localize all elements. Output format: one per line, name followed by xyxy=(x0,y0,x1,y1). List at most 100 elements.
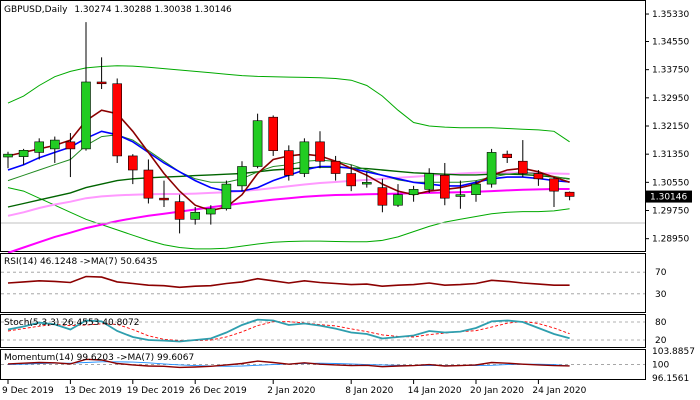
price-tick-label: 1.35330 xyxy=(652,10,689,20)
ohlc-values: 1.30274 1.30288 1.30038 1.30146 xyxy=(74,5,232,15)
candle[interactable] xyxy=(34,138,45,160)
candle[interactable] xyxy=(283,145,294,181)
candle-body-bull xyxy=(393,194,403,206)
candle[interactable] xyxy=(549,177,559,207)
price-tick-label: 1.28950 xyxy=(652,235,689,245)
time-tick-label: 20 Jan 2020 xyxy=(470,386,524,396)
symbol-timeframe: GBPUSD,Daily xyxy=(4,5,68,15)
candle-body-bear xyxy=(174,201,185,220)
candle[interactable] xyxy=(159,180,169,207)
candle-body-bear xyxy=(128,155,138,171)
candle-body-bear xyxy=(268,116,279,151)
price-tick-label: 1.30550 xyxy=(652,178,689,188)
price-tick-label: 1.33750 xyxy=(652,66,689,76)
candle[interactable] xyxy=(143,159,154,204)
candle[interactable] xyxy=(533,170,544,186)
candle[interactable] xyxy=(18,148,29,165)
candle-body-bull xyxy=(237,166,247,187)
time-axis[interactable]: 9 Dec 2019 13 Dec 2019 19 Dec 2019 26 Dec 2… xyxy=(2,380,587,396)
price-tick-label: 1.32150 xyxy=(652,122,689,132)
candle-body-bull xyxy=(424,173,435,190)
candle[interactable] xyxy=(299,138,310,178)
time-tick-label: 2 Jan 2020 xyxy=(267,386,315,396)
price-axis[interactable]: 1.35330 1.34550 1.33750 1.32950 1.32150 1.313… xyxy=(645,10,692,245)
candle[interactable] xyxy=(81,22,91,151)
stoch-label: Stoch(5,3,3) 26.4553 40.8072 xyxy=(4,318,139,328)
time-tick-label: 24 Jan 2020 xyxy=(532,386,586,396)
candle[interactable] xyxy=(221,180,232,211)
candle[interactable] xyxy=(471,180,481,202)
candle[interactable] xyxy=(268,115,279,156)
candle-body-bull xyxy=(81,81,91,150)
rsi-line xyxy=(7,275,570,289)
candle-body-bull xyxy=(34,141,45,153)
candle[interactable] xyxy=(361,171,372,188)
momentum-level-label: 100 xyxy=(652,361,669,371)
candle[interactable] xyxy=(237,161,247,192)
candle[interactable] xyxy=(564,191,575,201)
candle-body-bear xyxy=(159,197,169,201)
candle[interactable] xyxy=(96,57,107,90)
candle[interactable] xyxy=(49,136,60,163)
time-tick-label: 13 Dec 2019 xyxy=(64,386,122,396)
candle[interactable] xyxy=(377,178,388,213)
stochastic-pane[interactable]: 80 20 Stoch(5,3,3) 26.4553 40.8072 xyxy=(0,314,667,348)
main-price-pane[interactable]: GBPUSD,Daily 1.30274 1.30288 1.30038 1.3… xyxy=(0,0,646,254)
time-tick-label: 14 Jan 2020 xyxy=(408,386,462,396)
candle-body-bear xyxy=(112,83,122,157)
stoch-pane-frame xyxy=(0,314,646,348)
candle[interactable] xyxy=(502,150,513,163)
candle[interactable] xyxy=(346,164,357,192)
stoch-main-line xyxy=(7,318,570,343)
time-tick-label: 19 Dec 2019 xyxy=(127,386,185,396)
candle[interactable] xyxy=(65,133,76,178)
candle-body-bear xyxy=(377,187,388,206)
candle[interactable] xyxy=(3,151,13,169)
candle-body-bull xyxy=(206,208,216,215)
current-price-label: 1.30146 xyxy=(650,193,687,203)
candle[interactable] xyxy=(439,162,450,206)
candle-body-bear xyxy=(549,178,559,192)
candle[interactable] xyxy=(455,180,466,209)
candle[interactable] xyxy=(393,184,403,207)
candle-body-bear xyxy=(315,141,325,162)
candle-body-bull xyxy=(408,189,419,195)
candle[interactable] xyxy=(315,131,325,169)
momentum-level-label: 96.1561 xyxy=(652,374,689,384)
candle-body-bull xyxy=(18,149,29,157)
candle[interactable] xyxy=(174,194,185,234)
candle[interactable] xyxy=(128,154,138,185)
rsi-label: RSI(14) 46.1248 ->MA(7) 50.6435 xyxy=(4,257,158,267)
current-price-box xyxy=(646,190,692,203)
price-tick-label: 1.29750 xyxy=(652,207,689,217)
momentum-label: Momentum(14) 99.6203 ->MA(7) 99.6067 xyxy=(4,353,194,363)
candle[interactable] xyxy=(486,148,497,188)
candle-body-bull xyxy=(361,182,372,185)
candle[interactable] xyxy=(252,113,263,169)
candle[interactable] xyxy=(424,168,435,193)
ma-pink-line xyxy=(7,171,570,217)
rsi-pane[interactable]: 70 30 RSI(14) 46.1248 ->MA(7) 50.6435 xyxy=(0,253,667,313)
candle[interactable] xyxy=(330,155,341,181)
price-tick-label: 1.31350 xyxy=(652,150,689,160)
stoch-level-label: 20 xyxy=(655,336,667,346)
candle-body-bear xyxy=(502,153,513,158)
rsi-level-label: 30 xyxy=(655,290,667,300)
stoch-signal-line xyxy=(7,320,570,342)
candle[interactable] xyxy=(408,185,419,202)
candle[interactable] xyxy=(206,205,216,225)
price-tick-label: 1.32950 xyxy=(652,94,689,104)
candle[interactable] xyxy=(517,140,528,178)
momentum-pane[interactable]: 103.8857 100 96.1561 Momentum(14) 99.6203 … xyxy=(0,347,695,384)
main-pane-frame xyxy=(0,0,646,252)
candle-body-bull xyxy=(221,183,232,210)
chart-title: GBPUSD,Daily 1.30274 1.30288 1.30038 1.3… xyxy=(4,5,232,15)
candle[interactable] xyxy=(190,206,200,225)
candle[interactable] xyxy=(112,78,122,163)
candle-body-bear xyxy=(346,173,357,187)
time-tick-label: 8 Jan 2020 xyxy=(345,386,393,396)
candle-body-bull xyxy=(49,139,60,150)
candle-body-bull xyxy=(455,194,466,197)
candle-body-bear xyxy=(564,191,575,197)
